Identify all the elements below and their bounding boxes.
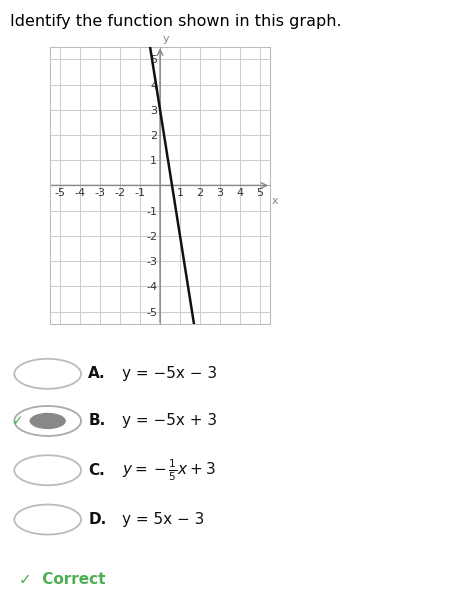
Text: y = −5x + 3: y = −5x + 3 — [121, 413, 216, 429]
Text: D.: D. — [88, 512, 106, 527]
Text: y: y — [163, 34, 169, 44]
Circle shape — [14, 406, 81, 436]
Text: ✓  Correct: ✓ Correct — [19, 572, 105, 587]
Text: C.: C. — [88, 463, 105, 478]
Text: Identify the function shown in this graph.: Identify the function shown in this grap… — [10, 14, 340, 29]
Circle shape — [14, 505, 81, 535]
Text: $y = -\frac{1}{5}x + 3$: $y = -\frac{1}{5}x + 3$ — [121, 457, 215, 483]
Text: A.: A. — [88, 367, 106, 381]
Text: ✓: ✓ — [12, 414, 23, 428]
Text: y = 5x − 3: y = 5x − 3 — [121, 512, 204, 527]
Text: y = −5x − 3: y = −5x − 3 — [121, 367, 216, 381]
Circle shape — [14, 359, 81, 389]
Circle shape — [14, 455, 81, 485]
Text: x: x — [271, 195, 278, 206]
Text: B.: B. — [88, 413, 105, 429]
Circle shape — [30, 413, 66, 429]
